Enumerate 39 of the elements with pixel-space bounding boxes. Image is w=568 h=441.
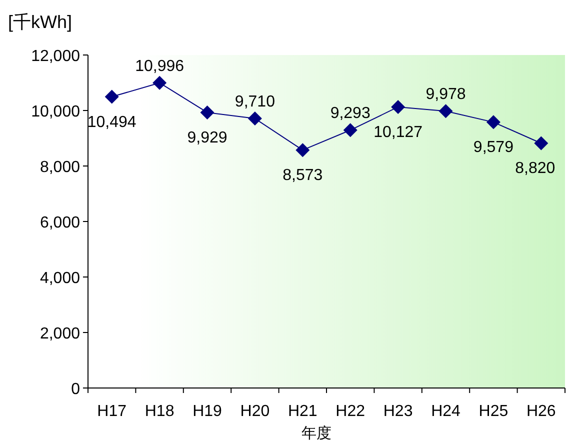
point [152, 76, 167, 90]
data-label: 8,573 [282, 167, 323, 184]
x-tick-label: H18 [144, 403, 174, 420]
point [438, 104, 453, 118]
data-label: 10,996 [135, 58, 184, 75]
y-tick-label: 4,000 [40, 270, 80, 287]
y-tick-label: 12,000 [31, 48, 80, 65]
data-label: 10,494 [87, 114, 136, 131]
y-axis-title: [千kWh] [8, 12, 72, 32]
point [248, 112, 262, 126]
x-tick-label: H20 [240, 403, 270, 420]
y-tick-label: 10,000 [31, 104, 80, 120]
point [343, 123, 358, 138]
data-label: 9,929 [187, 129, 228, 146]
point [200, 105, 214, 120]
x-tick-label: H22 [336, 403, 366, 420]
point [391, 100, 406, 114]
x-tick-label: H26 [526, 403, 556, 420]
y-tick-label: 2,000 [40, 326, 80, 342]
x-tick-label: H25 [478, 403, 508, 420]
point [534, 136, 548, 150]
y-tick-label: 0 [71, 381, 80, 398]
point [486, 115, 500, 130]
x-tick-label: H19 [192, 403, 222, 420]
point [296, 143, 310, 158]
data-label: 9,978 [426, 86, 466, 104]
x-axis-title: 年度 [302, 425, 332, 441]
x-tick-label: H21 [288, 403, 318, 420]
data-label: 8,820 [515, 160, 556, 178]
point [104, 90, 119, 104]
y-tick-label: 6,000 [40, 214, 80, 232]
y-tick-label: 8,000 [40, 159, 80, 176]
x-tick-label: H17 [97, 403, 127, 420]
data-label: 9,710 [234, 94, 276, 111]
x-tick-label: H23 [383, 403, 413, 420]
data-label: 10,127 [374, 124, 423, 141]
data-label: 9,579 [473, 139, 514, 156]
data-label: 9,293 [330, 105, 370, 122]
x-tick-label: H24 [431, 403, 461, 420]
